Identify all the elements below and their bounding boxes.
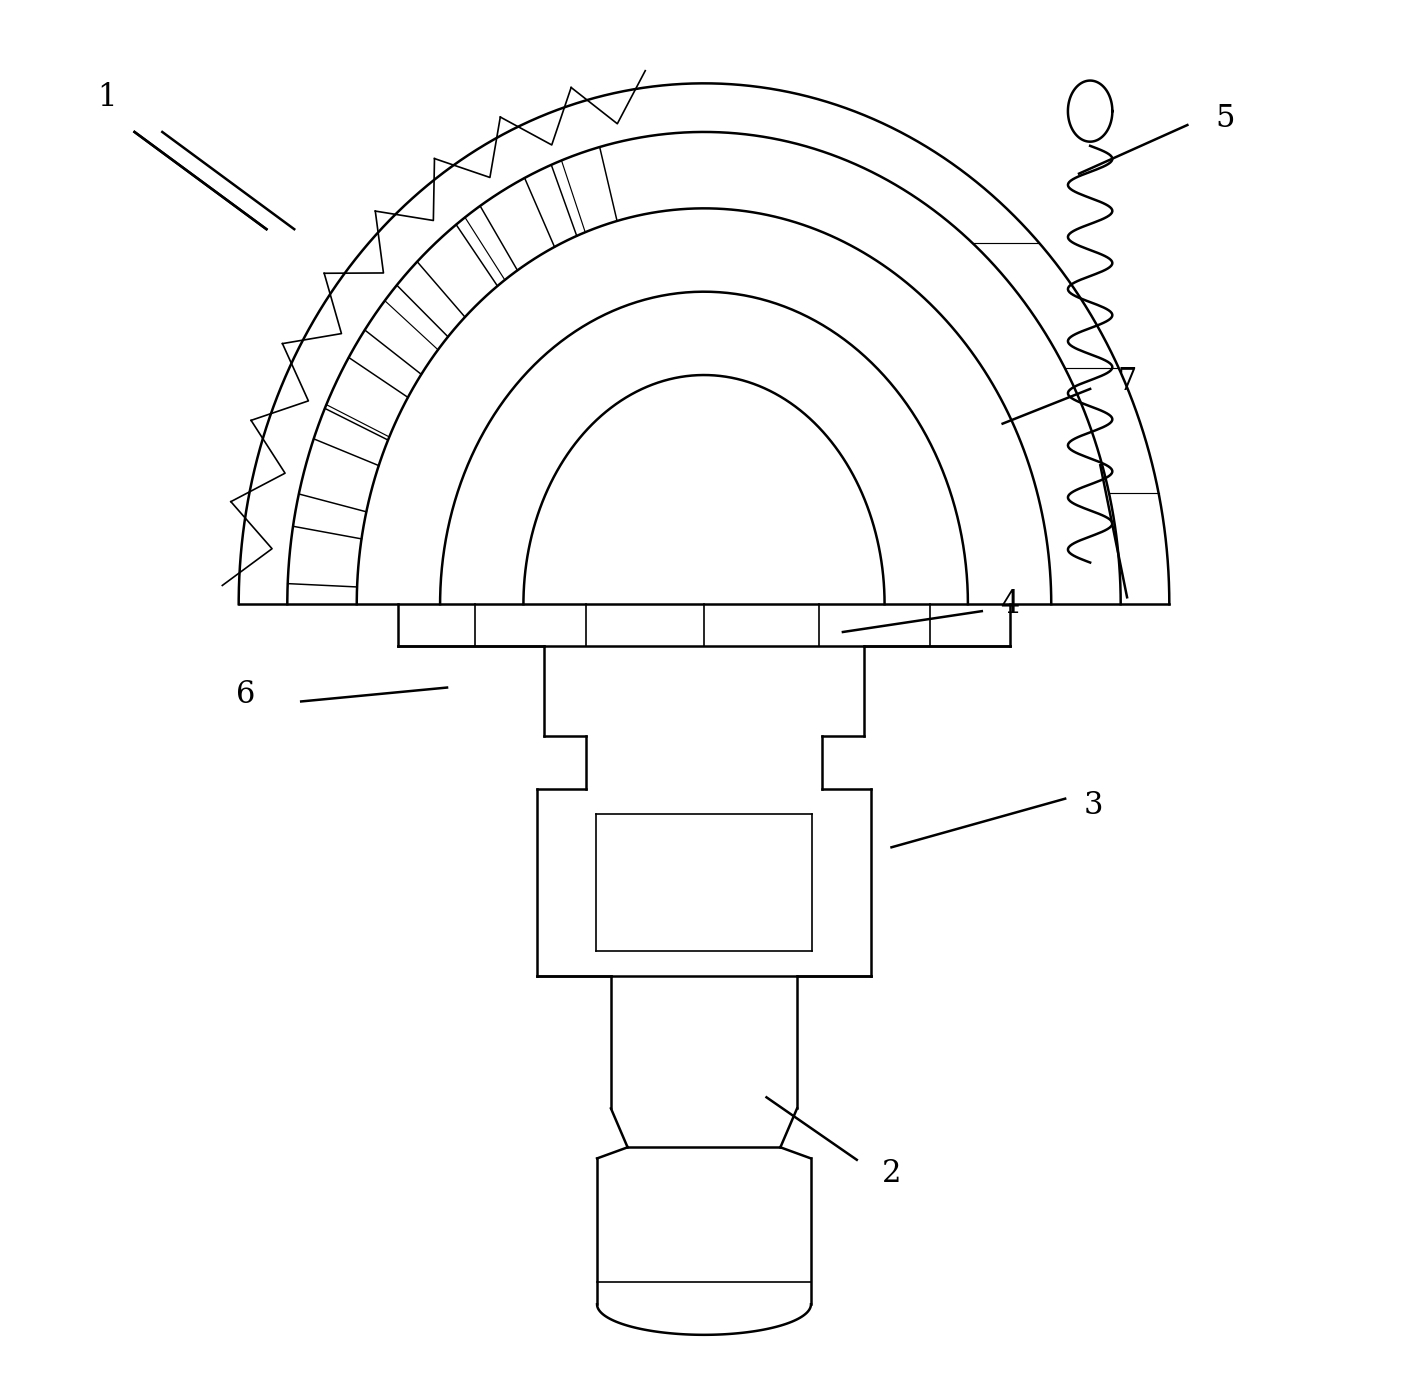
Text: 3: 3 [1083, 790, 1102, 821]
Text: 5: 5 [1215, 103, 1235, 133]
Text: 1: 1 [97, 82, 117, 113]
Text: 4: 4 [1000, 589, 1019, 619]
Text: 2: 2 [881, 1158, 901, 1189]
Text: 6: 6 [237, 679, 255, 710]
Text: 7: 7 [1118, 367, 1138, 397]
